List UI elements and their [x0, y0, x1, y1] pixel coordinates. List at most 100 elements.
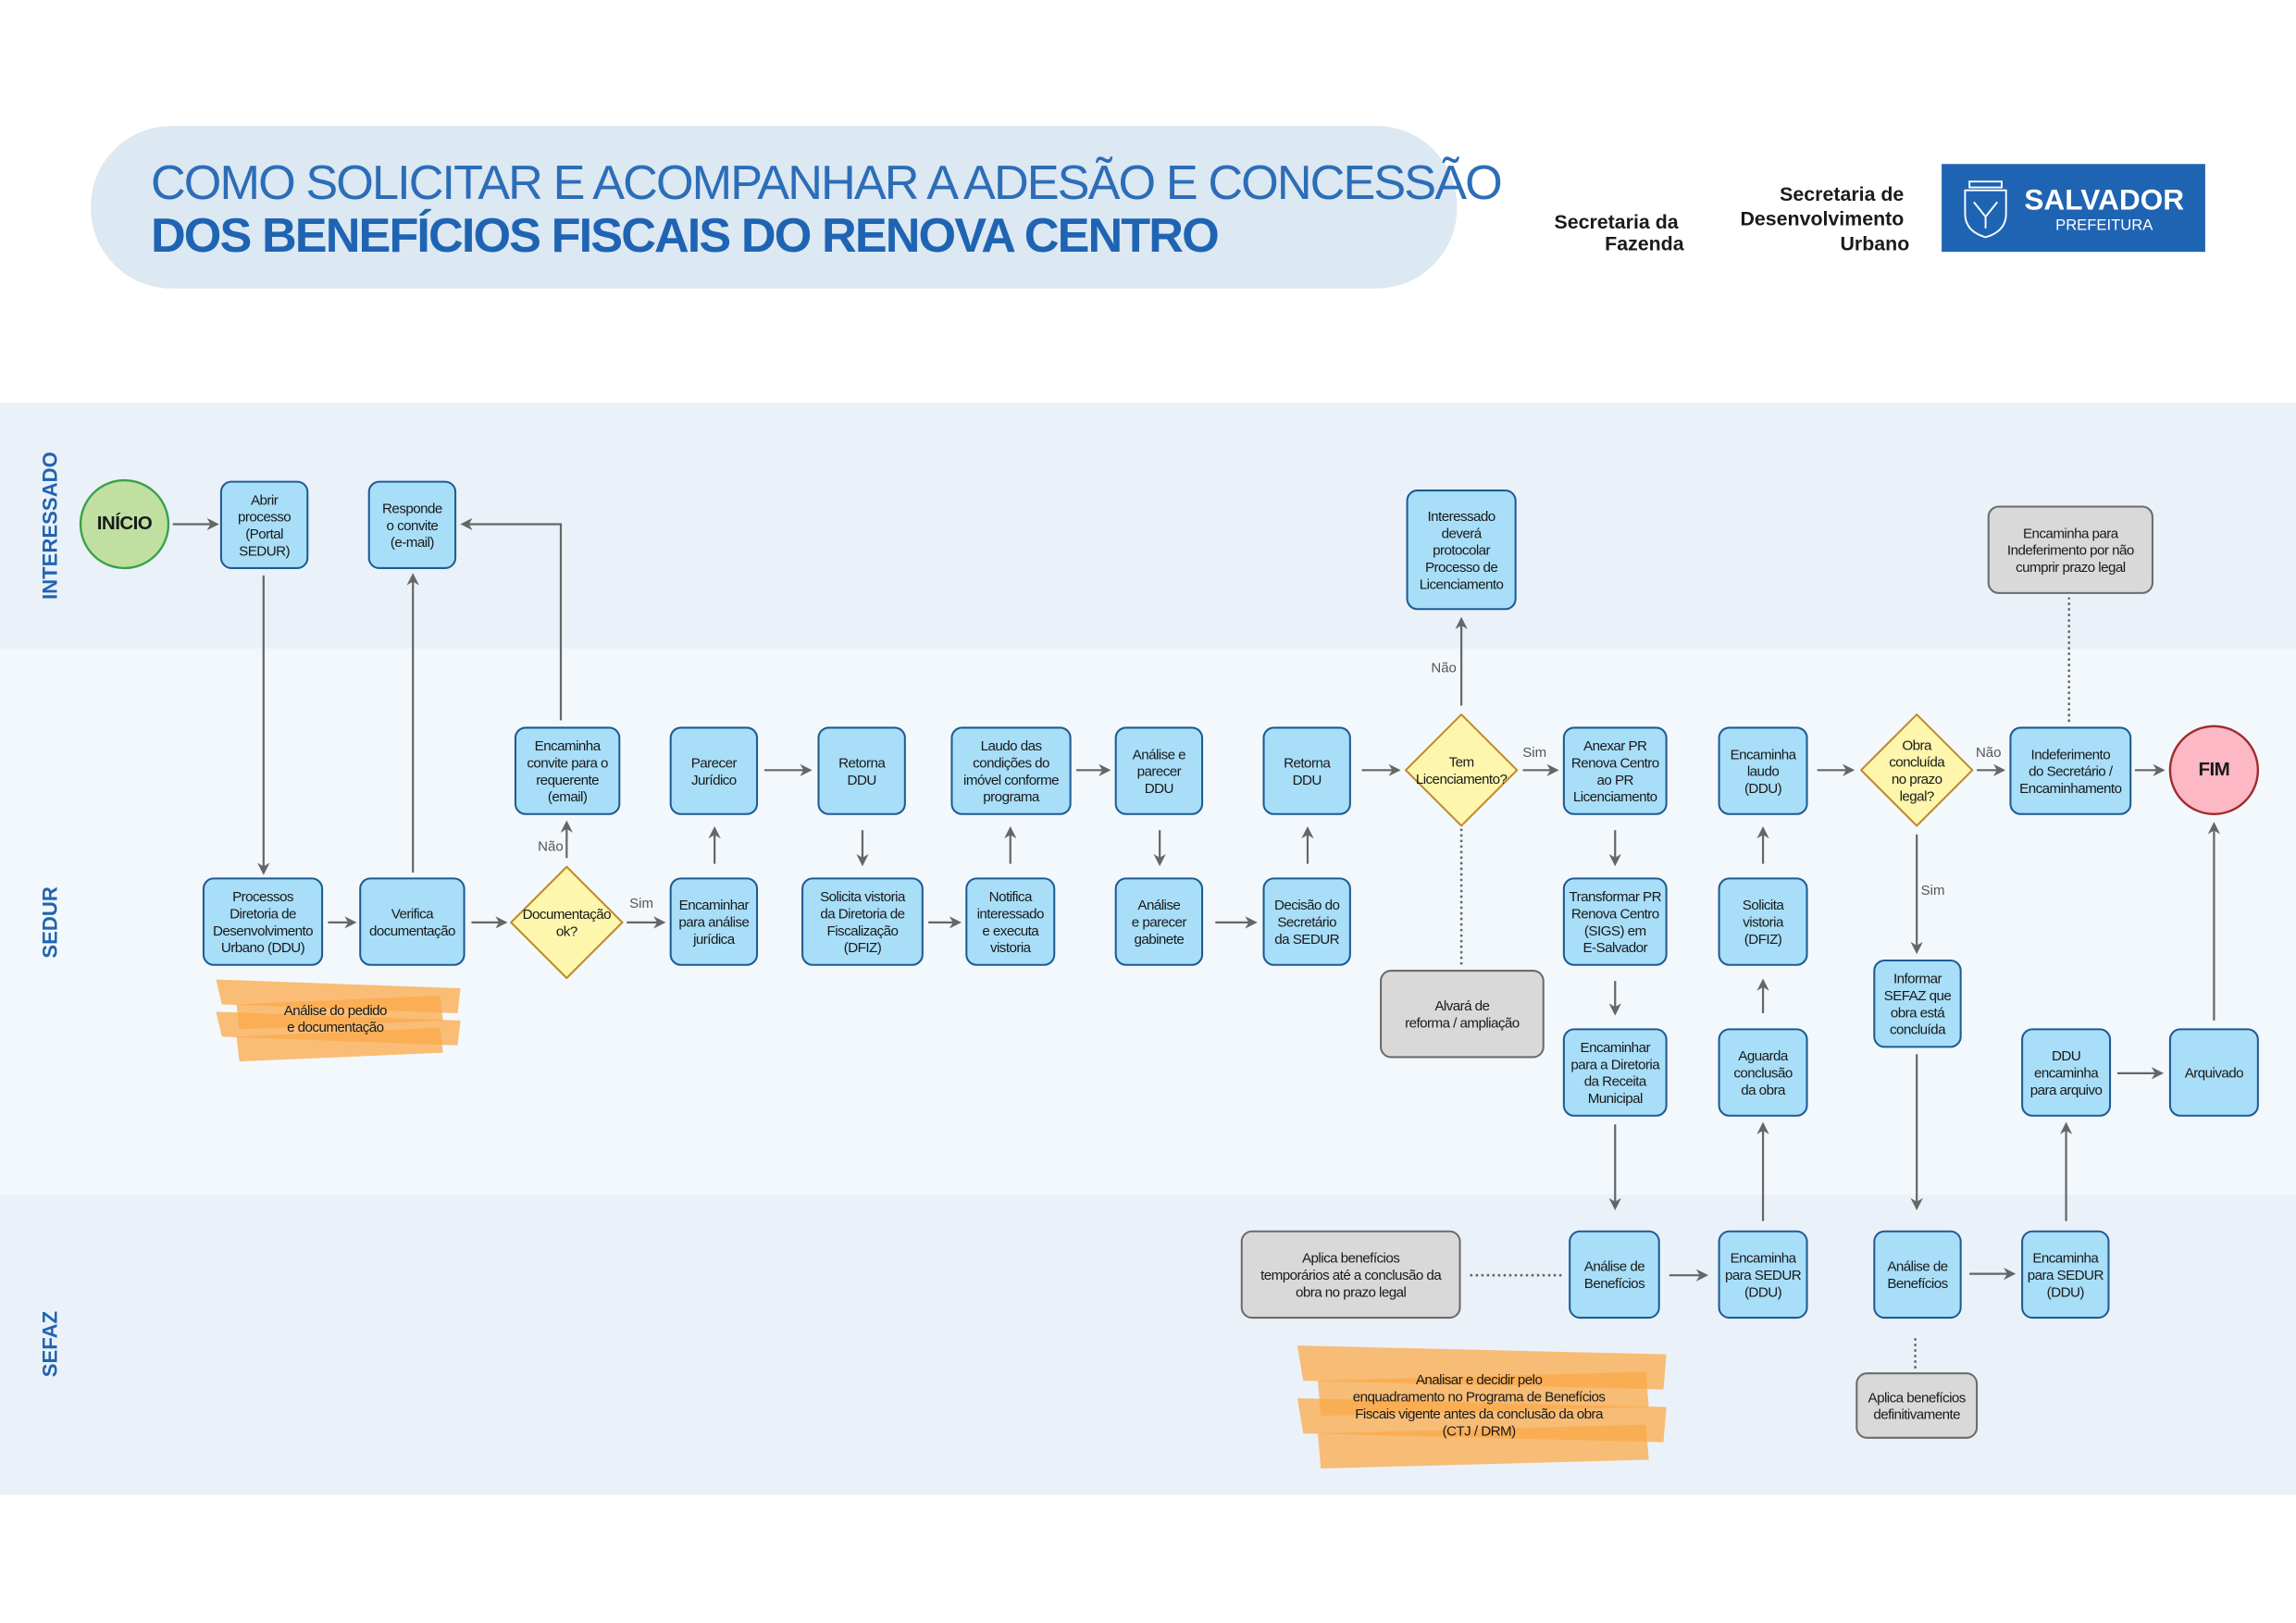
node-encaminha-indef: Encaminha para Indeferimento por não cumpr…	[1987, 505, 2153, 594]
node-label: Informar SEFAZ que obra está concluída	[1884, 972, 1952, 1038]
node-label: Aguarda conclusão da obra	[1733, 1048, 1792, 1098]
node-analise-gab: Análise e parecer gabinete	[1114, 877, 1204, 966]
lane-interessado	[0, 403, 2296, 649]
node-fim: FIM	[2168, 725, 2260, 815]
node-label: Encaminha para Indeferimento por não cumpr…	[2007, 526, 2134, 576]
node-analise-benef1: Análise de Benefícios	[1569, 1230, 1660, 1319]
edge-label-sim: Sim	[1921, 883, 1945, 898]
highlight-note-analise-pedido: Análise do pedido e documentação	[216, 979, 461, 1062]
node-informar: Informar SEFAZ que obra está concluída	[1873, 959, 1962, 1048]
node-anexar: Anexar PR Renova Centro ao PR Licenciamento	[1562, 726, 1668, 815]
edge-label-sim: Sim	[629, 896, 653, 911]
node-label: Notifica interessado e executa vistoria	[977, 889, 1044, 956]
node-label: Decisão do Secretário da SEDUR	[1274, 898, 1340, 948]
node-aplica-temp: Aplica benefícios temporários até a concl…	[1240, 1230, 1461, 1319]
node-inicio: INÍCIO	[79, 478, 170, 570]
node-encaminha-laudo: Encaminha laudo (DDU)	[1718, 726, 1808, 815]
node-label: Análise de Benefícios	[1887, 1259, 1948, 1292]
node-alvara: Alvará de reforma / ampliação	[1380, 970, 1545, 1059]
node-label: Indeferimento do Secretário / Encaminhamen…	[2019, 747, 2121, 797]
node-label: Aplica benefícios definitivamente	[1868, 1390, 1967, 1422]
node-solicita-vistoria: Solicita vistoria (DFIZ)	[1718, 877, 1808, 966]
coat-of-arms-icon	[1964, 180, 2007, 239]
org-fazenda: Secretaria da Fazenda	[1554, 211, 1684, 255]
node-label: Encaminha para SEDUR (DDU)	[2028, 1251, 2104, 1301]
node-label: Responde o convite (e-mail)	[382, 501, 442, 551]
node-encaminhar-juridica: Encaminhar para análise jurídica	[669, 877, 759, 966]
node-label: DDU encaminha para arquivo	[2030, 1048, 2103, 1098]
node-label: Retorna DDU	[1284, 755, 1331, 787]
node-label: FIM	[2199, 759, 2230, 780]
node-label: Anexar PR Renova Centro ao PR Licenciamento	[1571, 738, 1659, 805]
node-label: Análise e parecer DDU	[1133, 747, 1186, 797]
node-label: Arquivado	[2185, 1066, 2243, 1082]
node-laudo: Laudo das condições do imóvel conforme prog…	[950, 726, 1072, 815]
edge-label-nao: Não	[1976, 745, 2002, 761]
node-label: Retorna DDU	[838, 755, 886, 787]
node-label: Parecer Jurídico	[691, 755, 738, 787]
node-retorna1: Retorna DDU	[817, 726, 906, 815]
node-abrir: Abrir processo (Portal SEDUR)	[219, 480, 309, 569]
node-label: INÍCIO	[97, 513, 153, 534]
node-label: Interessado deverá protocolar Processo de Li…	[1420, 509, 1504, 592]
title-line-1: COMO SOLICITAR E ACOMPANHAR A ADESÃO E C…	[151, 156, 1501, 210]
node-label: Solicita vistoria (DFIZ)	[1743, 898, 1785, 948]
node-responde: Responde o convite (e-mail)	[367, 480, 457, 569]
node-label: Encaminha laudo (DDU)	[1731, 747, 1797, 797]
node-tem-lic: Tem Licenciamento?	[1404, 713, 1519, 827]
node-arquivado: Arquivado	[2168, 1028, 2259, 1117]
node-encaminha-convite: Encaminha convite para o requerente (email)	[514, 726, 621, 815]
node-label: Obra concluída no prazo legal?	[1889, 737, 1945, 804]
node-interessado-devera: Interessado deverá protocolar Processo de Li…	[1406, 489, 1517, 611]
node-verifica: Verifica documentação	[359, 877, 465, 966]
node-label: Encaminha para SEDUR (DDU)	[1725, 1251, 1802, 1301]
node-label: Encaminhar para análise jurídica	[678, 898, 749, 948]
node-label: Análise de Benefícios	[1584, 1259, 1645, 1292]
lane-label-sedur: SEDUR	[39, 886, 62, 959]
node-aguarda: Aguarda conclusão da obra	[1718, 1028, 1808, 1117]
node-label: Tem Licenciamento?	[1416, 755, 1508, 787]
node-encaminha-sedur1: Encaminha para SEDUR (DDU)	[1718, 1230, 1808, 1319]
node-retorna2: Retorna DDU	[1262, 726, 1351, 815]
node-label: Processos Diretoria de Desenvolvimento Urba…	[213, 889, 313, 956]
node-label: Laudo das condições do imóvel conforme prog…	[963, 738, 1059, 805]
node-label: Alvará de reforma / ampliação	[1405, 998, 1520, 1031]
node-label: Transformar PR Renova Centro (SIGS) em E-Sa…	[1569, 889, 1661, 956]
edge-label-nao: Não	[538, 838, 564, 854]
title-line-2: DOS BENEFÍCIOS FISCAIS DO RENOVA CENTRO	[151, 209, 1218, 263]
lane-label-interessado: INTERESSADO	[39, 452, 62, 600]
highlight-note-analisar-decidir: Analisar e decidir pelo enquadramento no …	[1297, 1345, 1667, 1469]
node-label: Solicita vistoria da Diretoria de Fiscaliz…	[820, 889, 906, 956]
node-label: Encaminhar para a Diretoria da Receita Muni…	[1570, 1040, 1660, 1107]
node-analise-ddu: Análise e parecer DDU	[1114, 726, 1204, 815]
node-label: Documentação ok?	[523, 907, 612, 939]
arrow-connector	[460, 517, 563, 721]
svg-text:PREFEITURA: PREFEITURA	[2055, 216, 2153, 233]
node-solicita-dfiz: Solicita vistoria da Diretoria de Fiscaliz…	[801, 877, 924, 966]
node-doc-ok: Documentação ok?	[510, 865, 624, 980]
node-label: Aplica benefícios temporários até a concl…	[1260, 1251, 1442, 1301]
node-ddu-arquivo: DDU encaminha para arquivo	[2021, 1028, 2112, 1117]
edge-label-sim: Sim	[1522, 745, 1546, 761]
node-obra-concl: Obra concluída no prazo legal?	[1860, 713, 1974, 827]
node-decisao: Decisão do Secretário da SEDUR	[1262, 877, 1351, 966]
lane-label-sefaz: SEFAZ	[39, 1311, 62, 1377]
node-label: Encaminha convite para o requerente (email)	[527, 738, 608, 805]
node-transformar: Transformar PR Renova Centro (SIGS) em E-Sa…	[1562, 877, 1668, 966]
salvador-logo: SALVADOR PREFEITURA	[1942, 164, 2205, 253]
org-sedur: Secretaria de Desenvolvimento Urbano	[1740, 183, 1909, 255]
svg-text:SALVADOR: SALVADOR	[2024, 182, 2184, 216]
node-label: Verifica documentação	[369, 906, 455, 938]
node-analise-benef2: Análise de Benefícios	[1873, 1230, 1962, 1319]
node-parecer: Parecer Jurídico	[669, 726, 759, 815]
node-aplica-def: Aplica benefícios definitivamente	[1855, 1372, 1979, 1439]
node-encaminha-sedur2: Encaminha para SEDUR (DDU)	[2021, 1230, 2110, 1319]
node-label: Análise e parecer gabinete	[1132, 898, 1187, 948]
node-processos: Processos Diretoria de Desenvolvimento Urba…	[202, 877, 324, 966]
node-label: Abrir processo (Portal SEDUR)	[238, 492, 291, 559]
node-notifica: Notifica interessado e executa vistoria	[965, 877, 1056, 966]
title-pill	[91, 126, 1458, 289]
